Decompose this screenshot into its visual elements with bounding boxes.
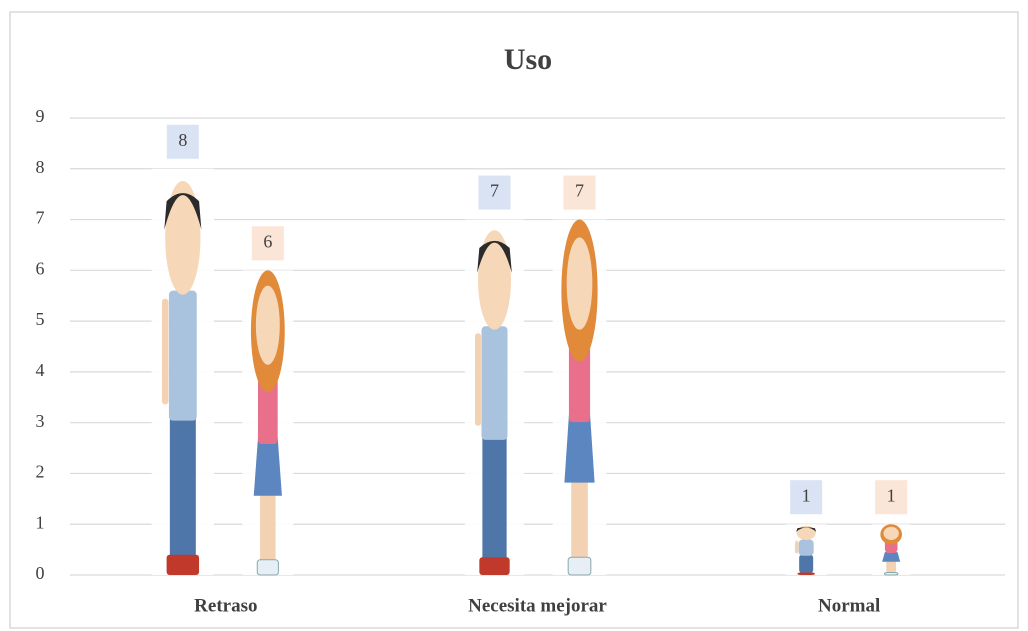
picture-bar (151, 168, 215, 575)
legs (799, 554, 814, 573)
y-tick-label: 4 (36, 360, 45, 380)
x-tick-label: Necesita mejorar (468, 595, 607, 616)
x-tick-label: Retraso (194, 595, 257, 616)
data-label-box (563, 175, 596, 210)
data-label: 7 (575, 181, 584, 201)
arm (161, 298, 169, 405)
y-tick-label: 2 (36, 462, 45, 482)
data-label: 8 (178, 130, 187, 150)
shirt (798, 539, 814, 556)
y-tick-label: 8 (36, 157, 45, 177)
shoes (797, 572, 815, 575)
arm (794, 540, 799, 554)
data-label-box (166, 124, 199, 159)
data-label-box (251, 226, 284, 261)
legs (260, 483, 276, 563)
shoes (567, 556, 592, 576)
picture-bar (242, 270, 294, 576)
y-tick-label: 6 (36, 258, 45, 278)
hair (796, 527, 817, 532)
picture-bar (785, 524, 827, 575)
picture-bar (871, 524, 911, 576)
shoes (256, 559, 279, 576)
y-tick-label: 5 (36, 309, 45, 329)
legs (482, 432, 507, 561)
y-tick-label: 3 (36, 411, 45, 431)
shirt (481, 326, 508, 440)
head (796, 525, 816, 540)
head (255, 285, 280, 365)
picture-bar (464, 219, 525, 576)
hair (477, 240, 512, 273)
skirt (253, 437, 282, 496)
arm (475, 333, 482, 426)
x-tick-label: Normal (818, 595, 880, 616)
head (165, 180, 201, 295)
head (478, 230, 511, 330)
data-label: 1 (887, 485, 896, 505)
y-tick-label: 1 (36, 512, 45, 532)
shirt (168, 290, 197, 421)
skirt (564, 415, 595, 483)
data-label: 1 (802, 485, 811, 505)
y-tick-label: 9 (36, 106, 45, 126)
data-label-box (478, 175, 511, 210)
legs (571, 468, 588, 561)
shoes (883, 571, 899, 576)
data-label-box (790, 480, 823, 515)
data-label-box (875, 480, 908, 515)
legs (886, 559, 897, 573)
legs (169, 412, 196, 559)
shoes (166, 554, 200, 575)
head (566, 237, 593, 330)
shoes (479, 557, 510, 575)
data-label: 7 (490, 181, 499, 201)
hair (164, 193, 202, 230)
y-tick-label: 0 (36, 563, 45, 583)
data-label: 6 (263, 231, 272, 251)
picture-bar (552, 219, 607, 576)
chart-title: Uso (504, 43, 552, 76)
skirt (882, 552, 901, 562)
head (883, 526, 899, 540)
y-tick-label: 7 (36, 208, 45, 228)
